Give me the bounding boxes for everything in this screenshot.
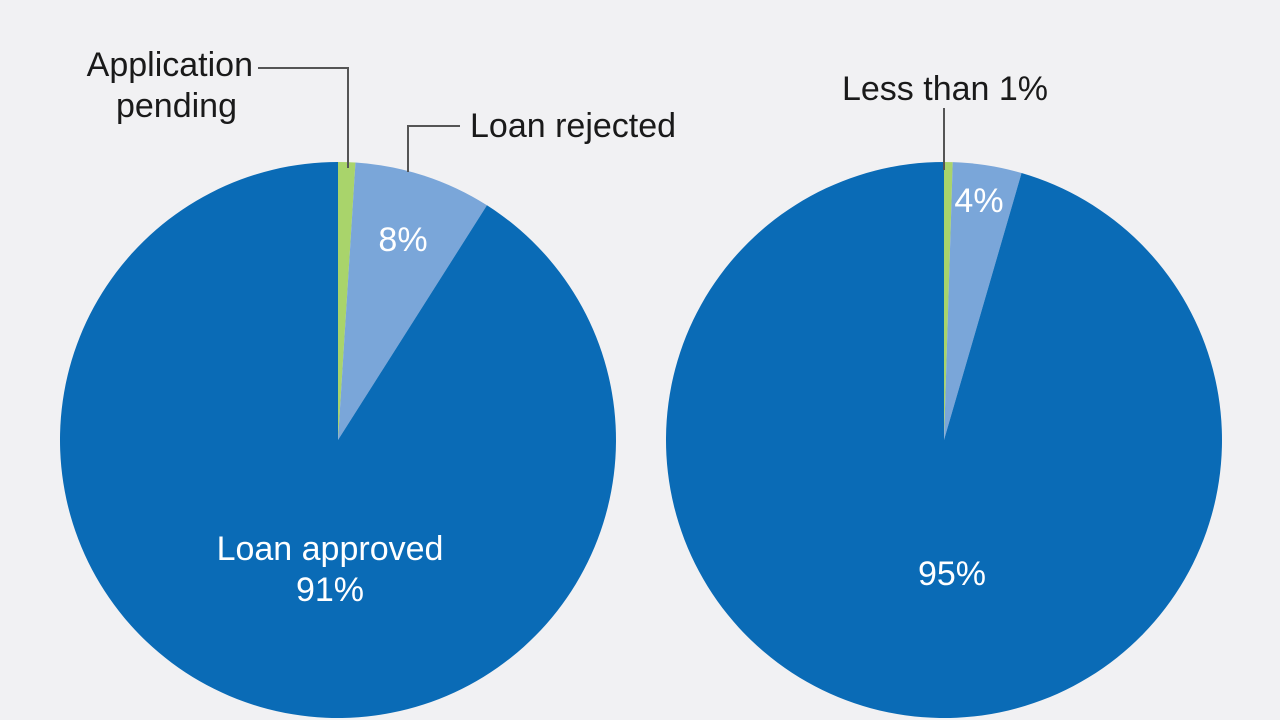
pie-chart-right: Less than 1% 4% 95% (665, 70, 1222, 719)
pie-slice-application-pending-right (944, 162, 953, 440)
data-label-loan-approved-value-right: 95% (918, 555, 986, 593)
pie-slice-loan-approved-left (59, 162, 616, 719)
callout-less-than-1-label: Less than 1% (842, 70, 1048, 108)
pie-slice-loan-rejected-left (338, 162, 487, 441)
callout-application-label-line1: Application (87, 46, 253, 84)
data-label-loan-rejected-value: 8% (378, 221, 427, 259)
pie-right-slices (665, 162, 1222, 719)
pie-slice-application-pending-left (338, 162, 356, 440)
callout-loan-rejected-label: Loan rejected (470, 107, 676, 145)
leader-line-application-pending (258, 67, 349, 168)
data-label-loan-rejected-value-right: 4% (954, 182, 1003, 220)
pie-slice-loan-approved-right (665, 162, 1222, 719)
data-label-loan-approved-value: 91% (296, 571, 364, 609)
pie-left-slices (59, 162, 616, 719)
callout-application-label-line2: pending (116, 87, 237, 125)
pie-chart-left: Application pending Loan rejected 8% Loa… (59, 46, 676, 719)
pie-slice-loan-rejected-right (944, 162, 1022, 440)
data-label-loan-approved-name: Loan approved (217, 530, 444, 568)
leader-line-loan-rejected (407, 125, 460, 172)
